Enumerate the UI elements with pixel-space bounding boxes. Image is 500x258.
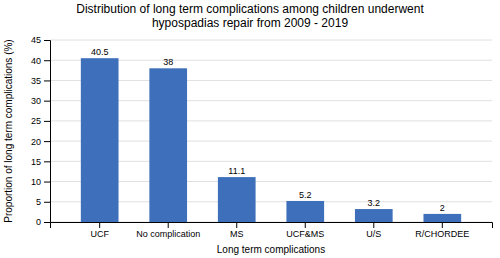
y-tick-label: 35	[31, 76, 41, 86]
x-tick: UCF&MS	[286, 222, 324, 239]
x-tick: No complication	[136, 222, 200, 239]
data-labels: 40.5 38 11.1 5.2 3.2 2	[91, 47, 445, 213]
x-tick: R/CHORDEE	[415, 222, 469, 239]
bar	[218, 177, 256, 222]
bars	[81, 58, 461, 222]
y-tick-mark	[44, 60, 50, 61]
x-tick: UCF	[90, 222, 109, 239]
data-label: 40.5	[91, 47, 109, 57]
data-label: 3.2	[368, 198, 381, 208]
x-axis: UCF No complication MS UCF&MS U/S R/CHORDEE	[51, 222, 493, 239]
x-tick-label: U/S	[366, 229, 381, 239]
x-tick-mark	[168, 222, 169, 228]
chart: Distribution of long term complications …	[0, 0, 500, 258]
x-tick: MS	[230, 222, 244, 239]
y-tick-label: 25	[31, 116, 41, 126]
y-tick: 10	[31, 177, 50, 187]
grid	[50, 40, 492, 222]
y-tick-mark	[44, 202, 50, 203]
y-tick: 5	[36, 197, 50, 207]
y-tick-label: 0	[36, 217, 41, 227]
plot: 40.53811.15.23.22UCFNo complicationMSUCF…	[31, 35, 493, 239]
x-tick-label: No complication	[136, 229, 200, 239]
y-tick-mark	[44, 222, 50, 223]
grid-line	[50, 40, 492, 41]
y-tick-mark	[44, 80, 50, 81]
x-axis-title: Long term complications	[217, 244, 325, 255]
x-tick-mark	[442, 222, 443, 228]
x-tick-label: UCF&MS	[286, 229, 324, 239]
data-label: 2	[440, 203, 445, 213]
bar	[286, 201, 324, 222]
y-tick-mark	[44, 121, 50, 122]
y-tick: 40	[31, 56, 50, 66]
x-tick-mark	[236, 222, 237, 228]
y-axis-title: Proportion of long term complications (%…	[3, 39, 14, 222]
x-tick-mark	[99, 222, 100, 228]
y-tick: 0	[36, 217, 50, 227]
y-tick: 25	[31, 116, 50, 126]
data-label: 38	[163, 57, 173, 67]
x-tick-mark	[373, 222, 374, 228]
x-tick-label: R/CHORDEE	[415, 229, 469, 239]
y-tick-label: 45	[31, 35, 41, 45]
y-tick-mark	[44, 141, 50, 142]
y-axis-line	[44, 41, 51, 223]
y-tick-label: 20	[31, 136, 41, 146]
title-line: Distribution of long term complications …	[76, 2, 424, 16]
y-tick-mark	[44, 182, 50, 183]
x-tick-mark	[305, 222, 306, 228]
y-tick: 35	[31, 76, 50, 86]
y-tick: 20	[31, 136, 50, 146]
data-label: 11.1	[228, 166, 245, 176]
data-label: 5.2	[299, 190, 312, 200]
x-tick: U/S	[366, 222, 381, 239]
x-axis-line	[51, 223, 493, 229]
y-tick-label: 30	[31, 96, 41, 106]
y-tick-mark	[44, 40, 50, 41]
bar	[423, 214, 461, 222]
y-tick: 30	[31, 96, 50, 106]
title-line: hypospadias repair from 2009 - 2019	[152, 16, 348, 30]
y-tick-label: 5	[36, 197, 41, 207]
x-tick-label: UCF	[90, 229, 109, 239]
y-tick-label: 40	[31, 56, 41, 66]
bar	[149, 68, 187, 222]
y-tick: 45	[31, 35, 50, 45]
bar	[355, 209, 393, 222]
y-tick-label: 10	[31, 177, 41, 187]
y-tick-mark	[44, 101, 50, 102]
y-axis: 0 5 10 15 20 25 30 35 40 45	[31, 35, 51, 227]
x-tick-label: MS	[230, 229, 244, 239]
title: Distribution of long term complications …	[76, 2, 424, 30]
y-tick-label: 15	[31, 157, 41, 167]
y-tick: 15	[31, 157, 50, 167]
y-tick-mark	[44, 161, 50, 162]
bar	[81, 58, 119, 222]
